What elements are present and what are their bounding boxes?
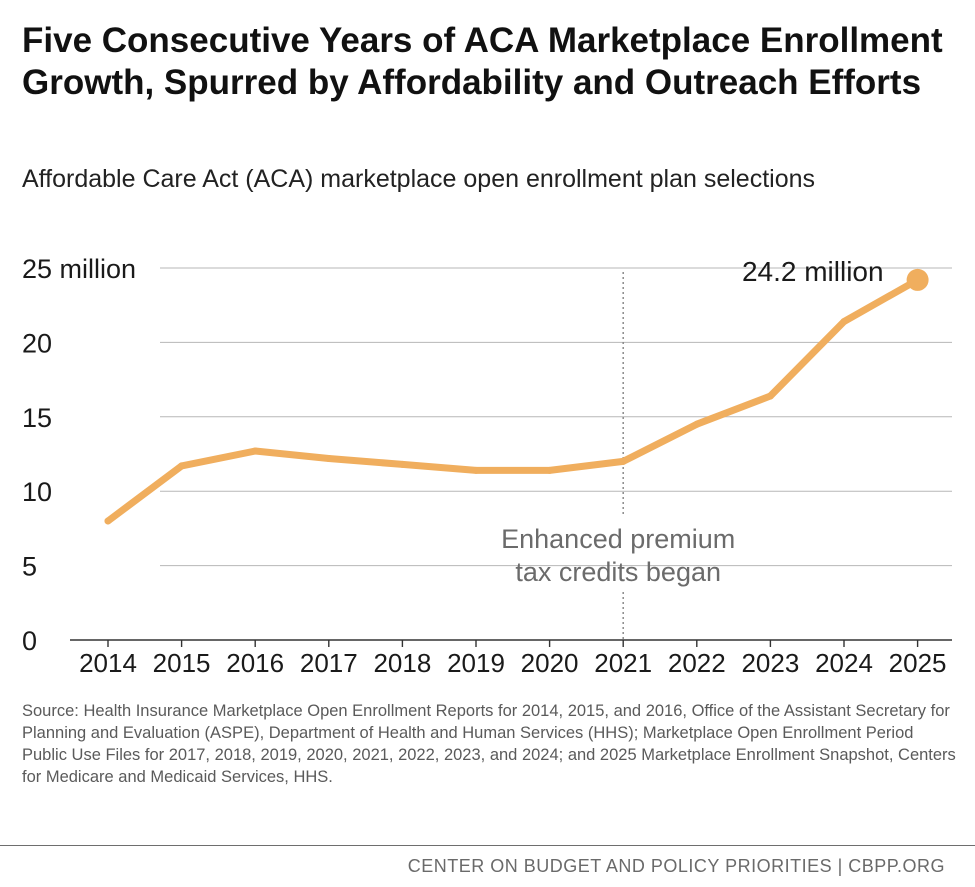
data-point-2023 xyxy=(766,392,774,400)
series xyxy=(104,268,929,525)
data-point-2015 xyxy=(178,462,186,470)
data-point-2018 xyxy=(398,460,406,468)
y-tick-label-15: 15 xyxy=(22,403,52,433)
data-point-2014 xyxy=(104,517,112,525)
data-point-2017 xyxy=(325,454,333,462)
x-tick-label-2021: 2021 xyxy=(594,648,652,678)
end-point-marker xyxy=(906,268,929,291)
gridlines xyxy=(70,267,952,641)
x-tick-label-2019: 2019 xyxy=(447,648,505,678)
chart-subtitle: Affordable Care Act (ACA) marketplace op… xyxy=(22,165,816,193)
data-point-2019 xyxy=(472,466,480,474)
data-point-2016 xyxy=(251,447,259,455)
chart-title: Five Consecutive Years of ACA Marketplac… xyxy=(22,21,943,102)
series-line-0 xyxy=(104,276,922,525)
x-tick-label-2023: 2023 xyxy=(741,648,799,678)
end-value-label: 24.2 million xyxy=(742,256,884,287)
y-tick-label-0: 0 xyxy=(22,626,37,656)
x-tick-label-2024: 2024 xyxy=(815,648,873,678)
y-tick-label-20: 20 xyxy=(22,328,52,358)
annotation-text-line2: tax credits began xyxy=(515,557,721,587)
data-point-2021 xyxy=(619,457,627,465)
y-axis-tick-labels: 0 5 10 15 20 25 million xyxy=(22,254,136,656)
x-tick-label-2015: 2015 xyxy=(153,648,211,678)
footer-credit: CENTER ON BUDGET AND POLICY PRIORITIES |… xyxy=(407,856,945,876)
x-axis-tick-labels: 2014 2015 2016 2017 2018 2019 2020 2021 2022 2023… xyxy=(79,640,947,678)
x-tick-label-2014: 2014 xyxy=(79,648,137,678)
x-tick-label-2020: 2020 xyxy=(521,648,579,678)
y-tick-label-25: 25 million xyxy=(22,254,136,284)
x-tick-label-2018: 2018 xyxy=(373,648,431,678)
y-tick-label-10: 10 xyxy=(22,477,52,507)
x-tick-label-2025: 2025 xyxy=(889,648,947,678)
footer-divider xyxy=(0,845,975,846)
annotation-text-line1: Enhanced premium xyxy=(501,524,735,554)
data-point-2020 xyxy=(546,466,554,474)
y-tick-label-5: 5 xyxy=(22,552,37,582)
x-tick-label-2017: 2017 xyxy=(300,648,358,678)
data-point-2024 xyxy=(840,318,848,326)
source-note: Source: Health Insurance Marketplace Ope… xyxy=(22,702,956,786)
x-tick-label-2022: 2022 xyxy=(668,648,726,678)
x-tick-label-2016: 2016 xyxy=(226,648,284,678)
data-point-2022 xyxy=(693,420,701,428)
